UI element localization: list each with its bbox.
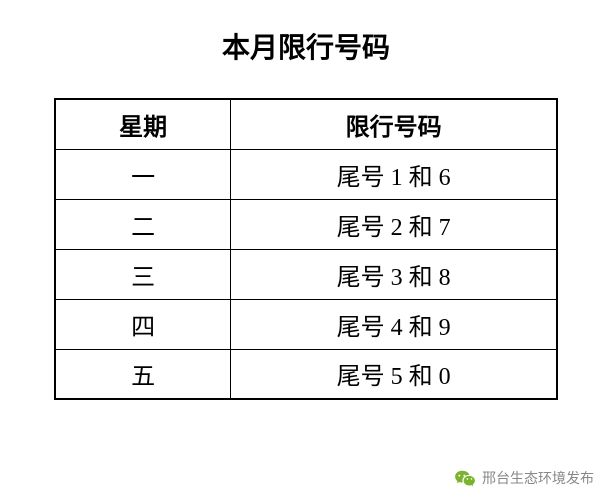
table-row: 五 尾号 5 和 0 [55,349,557,399]
page-title: 本月限行号码 [0,0,612,98]
table-row: 一 尾号 1 和 6 [55,149,557,199]
restriction-table: 星期 限行号码 一 尾号 1 和 6 二 尾号 2 和 7 三 尾号 3 和 8… [54,98,558,400]
table-row: 四 尾号 4 和 9 [55,299,557,349]
cell-number: 尾号 4 和 9 [231,299,557,349]
cell-number: 尾号 5 和 0 [231,349,557,399]
header-weekday: 星期 [55,99,231,149]
cell-number: 尾号 1 和 6 [231,149,557,199]
cell-weekday: 五 [55,349,231,399]
footer: 邢台生态环境发布 [454,468,594,488]
cell-weekday: 一 [55,149,231,199]
table-header-row: 星期 限行号码 [55,99,557,149]
wechat-icon [454,469,476,487]
header-number: 限行号码 [231,99,557,149]
table-row: 三 尾号 3 和 8 [55,249,557,299]
table-container: 星期 限行号码 一 尾号 1 和 6 二 尾号 2 和 7 三 尾号 3 和 8… [0,98,612,400]
cell-weekday: 二 [55,199,231,249]
cell-weekday: 三 [55,249,231,299]
cell-number: 尾号 3 和 8 [231,249,557,299]
cell-number: 尾号 2 和 7 [231,199,557,249]
table-row: 二 尾号 2 和 7 [55,199,557,249]
footer-source: 邢台生态环境发布 [482,468,594,488]
cell-weekday: 四 [55,299,231,349]
